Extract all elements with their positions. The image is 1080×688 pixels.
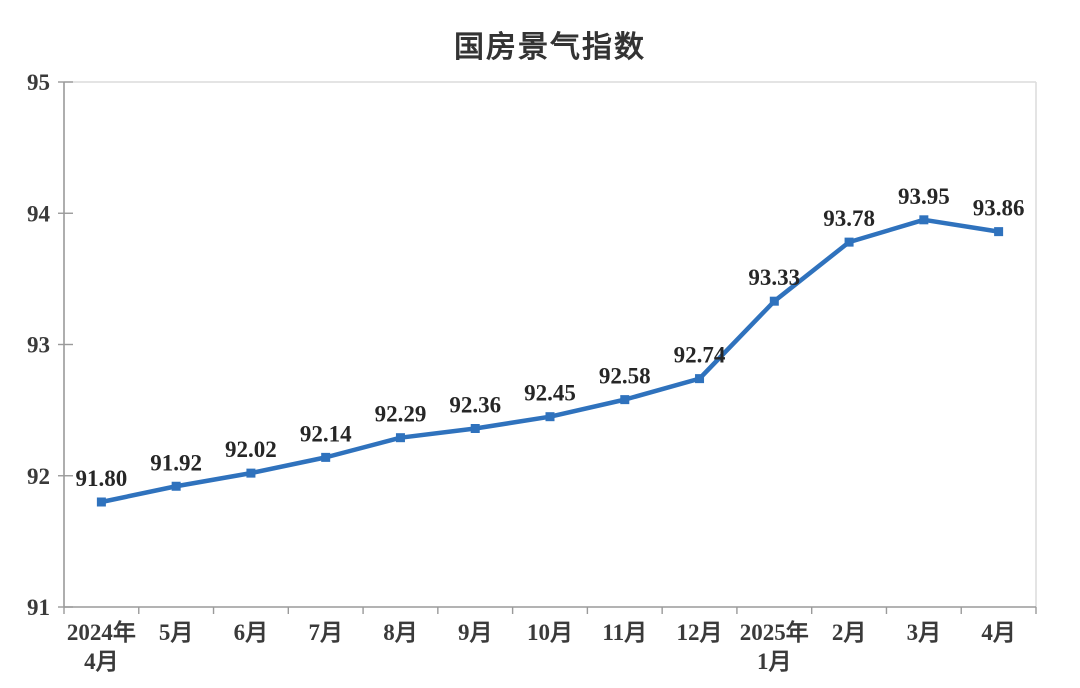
data-point-marker: [769, 296, 779, 306]
data-point-label: 93.95: [898, 184, 950, 209]
data-point-label: 93.86: [973, 196, 1025, 221]
data-point-marker: [470, 424, 480, 433]
data-point-label: 92.36: [449, 393, 501, 418]
data-point-marker: [96, 497, 106, 507]
data-point-label: 93.78: [823, 206, 875, 231]
y-axis-tick-label: 95: [27, 70, 50, 95]
x-axis-tick-label: 2024年 4月: [67, 619, 136, 674]
chart-title: 国房景气指数: [454, 31, 646, 64]
y-axis-tick-label: 91: [27, 595, 50, 620]
x-axis-tick-label: 5月: [159, 620, 194, 645]
data-point-label: 92.02: [225, 437, 277, 462]
data-point-marker: [171, 481, 181, 491]
data-point-marker: [620, 395, 630, 405]
data-point-label: 93.33: [748, 265, 800, 290]
x-axis-tick-label: 7月: [308, 620, 343, 645]
x-axis-tick-label: 8月: [383, 620, 418, 645]
x-axis-tick-label: 2月: [832, 620, 867, 645]
data-point-marker: [844, 237, 854, 247]
x-axis-tick-label: 6月: [234, 620, 269, 645]
y-axis-tick-label: 94: [27, 201, 51, 226]
y-axis-tick-label: 93: [27, 333, 50, 358]
x-axis-tick-label: 11月: [602, 620, 647, 645]
data-point-marker: [919, 215, 929, 225]
data-point-label: 91.80: [76, 466, 128, 491]
x-axis-tick-label: 10月: [527, 620, 573, 645]
data-point-label: 91.92: [150, 450, 202, 475]
data-point-label: 92.45: [524, 381, 576, 406]
x-axis-tick-label: 2025年 1月: [740, 619, 809, 674]
data-point-label: 92.14: [300, 421, 352, 446]
data-point-marker: [545, 412, 555, 422]
y-axis-tick-label: 92: [27, 464, 50, 489]
data-point-label: 92.29: [375, 402, 427, 427]
data-point-label: 92.58: [599, 364, 651, 389]
x-axis-tick-label: 9月: [458, 620, 493, 645]
data-point-marker: [246, 468, 256, 478]
x-axis-tick-label: 3月: [907, 620, 942, 645]
data-point-label: 92.74: [674, 343, 726, 368]
data-point-marker: [321, 452, 331, 462]
x-axis-tick-label: 12月: [677, 620, 723, 645]
x-axis-tick-label: 4月: [981, 620, 1016, 645]
data-point-marker: [994, 227, 1004, 237]
data-point-marker: [695, 374, 705, 384]
data-point-marker: [395, 433, 405, 443]
